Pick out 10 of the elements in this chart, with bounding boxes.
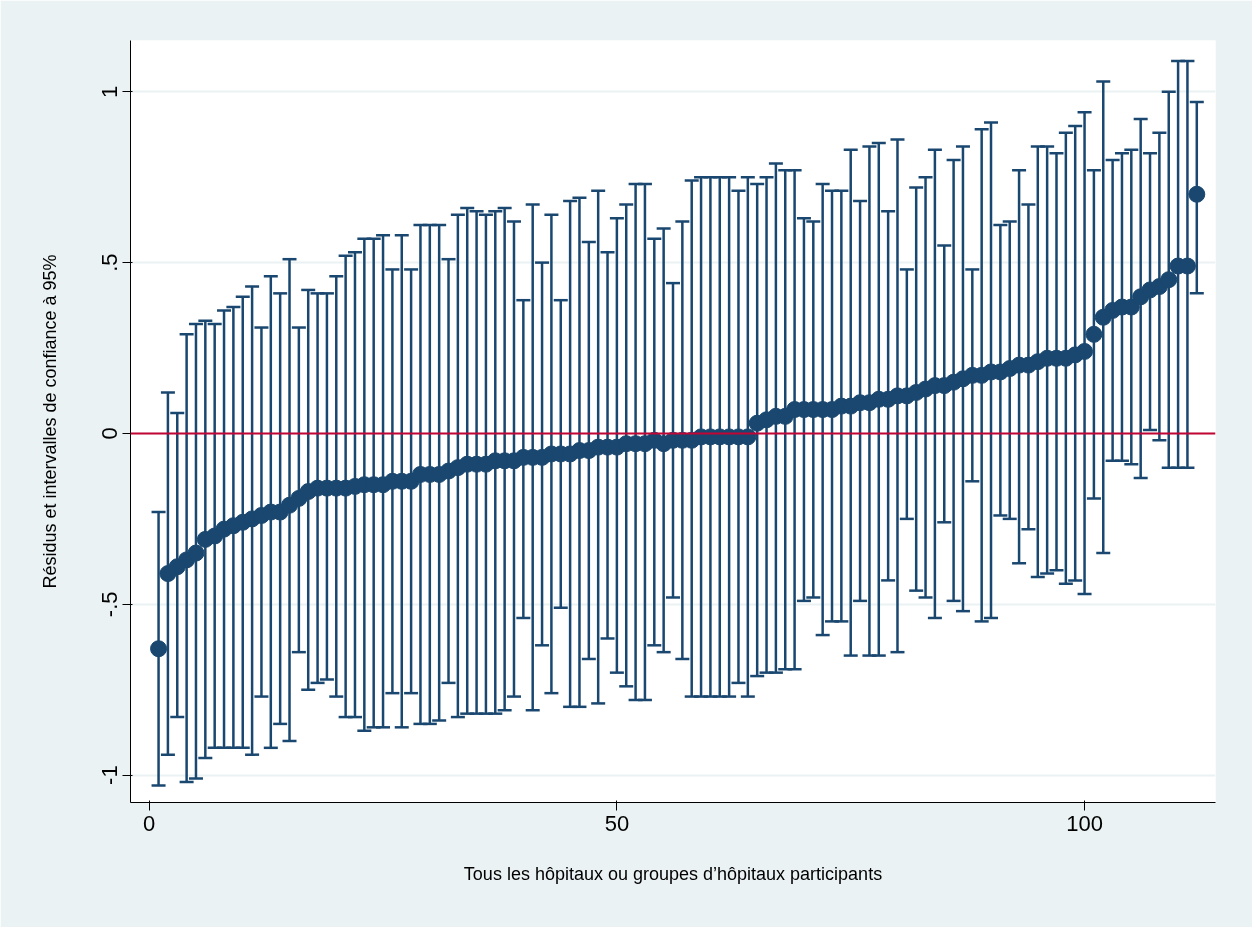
x-tick-label: 0 bbox=[143, 810, 156, 836]
y-tick-label: -1 bbox=[97, 765, 123, 785]
y-tick-label: 0 bbox=[97, 427, 123, 440]
x-axis-title: Tous les hôpitaux ou groupes d’hôpitaux participants bbox=[463, 863, 883, 884]
x-tick-label: 100 bbox=[1066, 810, 1103, 836]
y-axis-title: Résidus et intervalles de confiance à 95% bbox=[39, 254, 60, 589]
y-tick-label: 1 bbox=[97, 85, 123, 98]
x-tick-label: 50 bbox=[604, 810, 630, 836]
y-tick-label: .5 bbox=[97, 253, 123, 272]
y-tick-label: -.5 bbox=[97, 591, 123, 618]
